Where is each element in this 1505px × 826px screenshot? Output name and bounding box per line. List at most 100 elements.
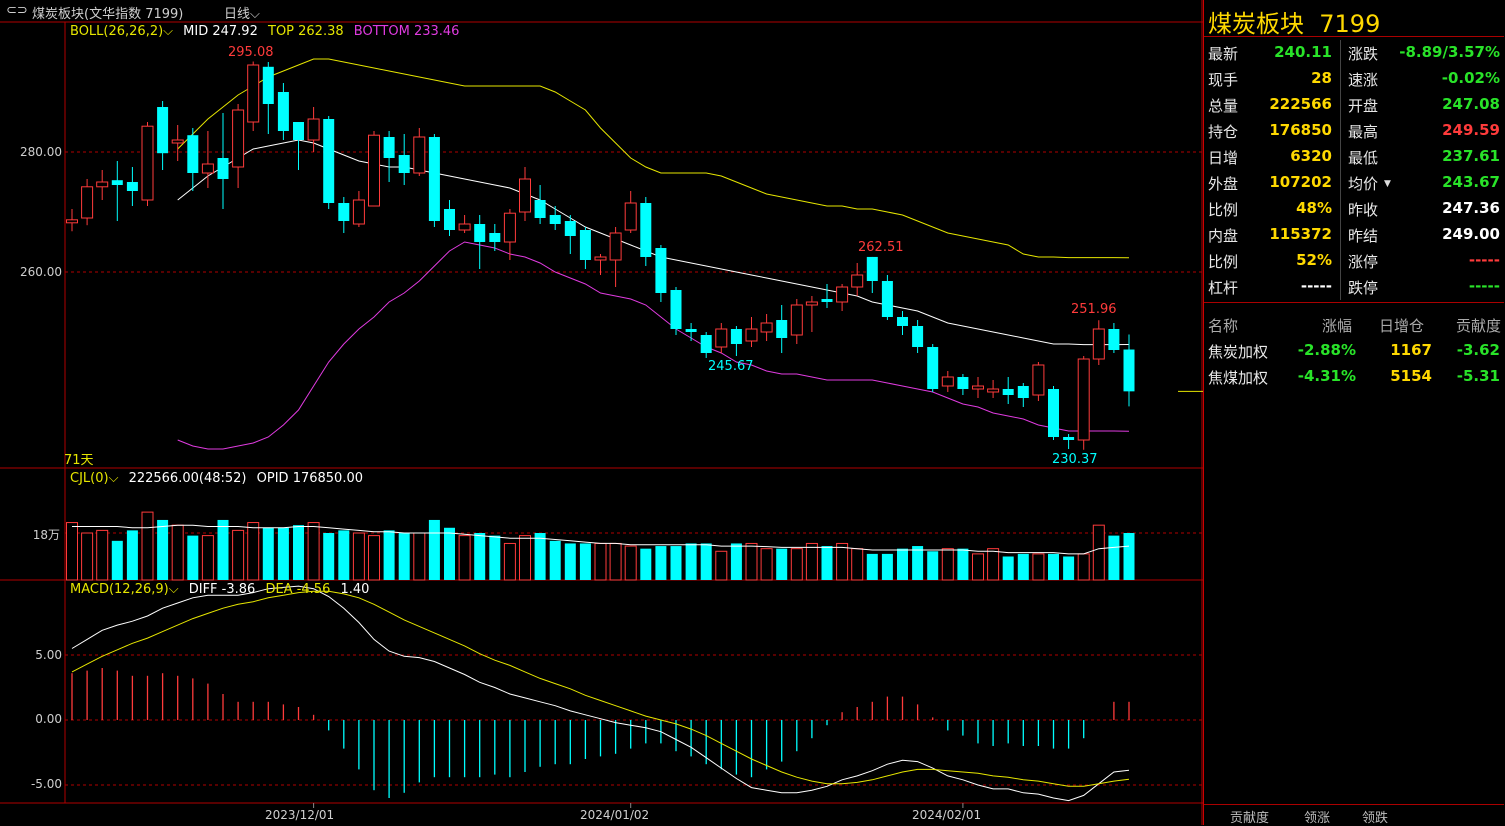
tab-leading-down[interactable]: 领跌 [1362,811,1389,826]
volume-bar [927,551,939,580]
quote-value: 222566 [1269,95,1332,113]
kline-chart[interactable] [0,0,1203,825]
candle-body [398,155,410,173]
candle-body [790,304,803,336]
contrib-row[interactable]: 焦煤加权 -4.31% 5154 -5.31 [1204,364,1504,390]
candle-body [171,139,184,144]
volume-bar [81,532,94,581]
candle-body [987,388,1000,393]
candle-body [111,180,123,185]
candle-body [730,329,742,344]
quote-row: 比例 52% 涨停 ----- [1204,248,1504,274]
candle-body [232,109,245,168]
macd-axis-label: 0.00 [35,712,62,726]
quote-label: 最新 [1208,45,1239,63]
volume-indicator[interactable]: CJL(0)⌵ 222566.00(48:52) OPID 176850.00 [70,471,363,486]
days-count: 71天 [64,453,94,468]
volume-bar [851,548,864,581]
volume-bar [126,530,138,580]
candle-body [1123,349,1135,392]
volume-bar [141,511,154,581]
candle-body [594,256,607,261]
caret-down-icon[interactable]: ▼ [1384,179,1391,189]
boll-mid-line [177,139,1130,346]
boll-indicator[interactable]: BOLL(26,26,2)⌵ MID 247.92 TOP 262.38 BOT… [70,24,460,39]
volume-bar [640,548,652,580]
candle-body [1063,437,1075,440]
quote-value: 107202 [1269,173,1332,191]
quote-value: 247.08 [1442,95,1500,113]
volume-bar [489,535,501,580]
boll-top-line [177,58,1130,259]
period-selector[interactable]: 日线⌵ [224,7,260,22]
macd-indicator[interactable]: MACD(12,26,9)⌵ DIFF -3.86 DEA -4.56 1.40 [70,582,370,597]
volume-bar [503,542,516,581]
candle-body [489,233,501,242]
high-annotation: 295.08 [228,45,274,60]
volume-bar [897,548,908,580]
quote-label: 杠杆 [1208,279,1239,297]
volume-bar [398,533,410,580]
volume-bar [805,542,818,581]
candle-body [1048,389,1059,437]
candle-body [428,137,440,221]
candle-body [776,320,788,338]
volume-bar [624,545,637,581]
quote-value: 249.59 [1442,121,1500,139]
contrib-value: -5.31 [1456,367,1500,385]
volume-bar [534,533,546,580]
divider [1204,36,1504,37]
price-axis-label: 280.00 [20,145,62,159]
volume-bar [609,542,622,581]
candle-body [836,286,849,303]
volume-bar [790,548,803,581]
quote-label: 最低 [1348,149,1379,167]
quote-label: 持仓 [1208,123,1239,141]
volume-bar [474,533,486,580]
candle-body [96,181,109,188]
candle-body [1092,328,1105,360]
volume-bar [413,532,426,581]
candle-body [1077,358,1090,441]
quote-row: 外盘 107202 均价 ▼ 243.67 [1204,170,1504,196]
candle-body [912,326,924,347]
volume-bar [730,543,742,580]
volume-bar [307,522,320,581]
chevron-down-icon: ⌵ [108,471,119,486]
candle-body [503,212,516,243]
volume-bar [1017,553,1029,580]
volume-bar [277,527,289,580]
quote-row: 现手 28 速涨 -0.02% [1204,66,1504,92]
tab-leading-up[interactable]: 领涨 [1304,811,1331,826]
contrib-row[interactable]: 焦炭加权 -2.88% 1167 -3.62 [1204,338,1504,364]
quote-label: 最高 [1348,123,1379,141]
contrib-value: -3.62 [1456,341,1500,359]
quote-value: ----- [1468,251,1500,269]
volume-bar [187,535,199,580]
quote-label: 昨收 [1348,201,1379,219]
link-icon[interactable]: ⊂⊃ [6,3,28,18]
candle-body [66,219,78,224]
candle-body [126,182,138,191]
quote-value: -0.02% [1441,69,1500,87]
volume-bar [685,543,697,580]
volume-ma-line [72,524,1130,555]
quote-value: 52% [1296,251,1332,269]
quote-value: 247.36 [1442,199,1500,217]
candle-body [141,125,154,201]
volume-bar [957,548,969,580]
dea-line [71,590,1130,787]
candle-body [624,202,637,231]
quote-row: 比例 48% 昨收 247.36 [1204,196,1504,222]
quote-label: 比例 [1208,253,1239,271]
macd-axis-label: 5.00 [35,648,62,662]
candle-body [972,385,984,390]
price-axis-label: 260.00 [20,265,62,279]
tab-contribution[interactable]: 贡献度 [1230,811,1270,826]
volume-bar [881,553,893,580]
candle-body [323,119,335,203]
quote-label: 比例 [1208,201,1239,219]
candle-body [685,329,697,332]
candle-body [700,335,712,353]
candle-body [745,328,758,342]
